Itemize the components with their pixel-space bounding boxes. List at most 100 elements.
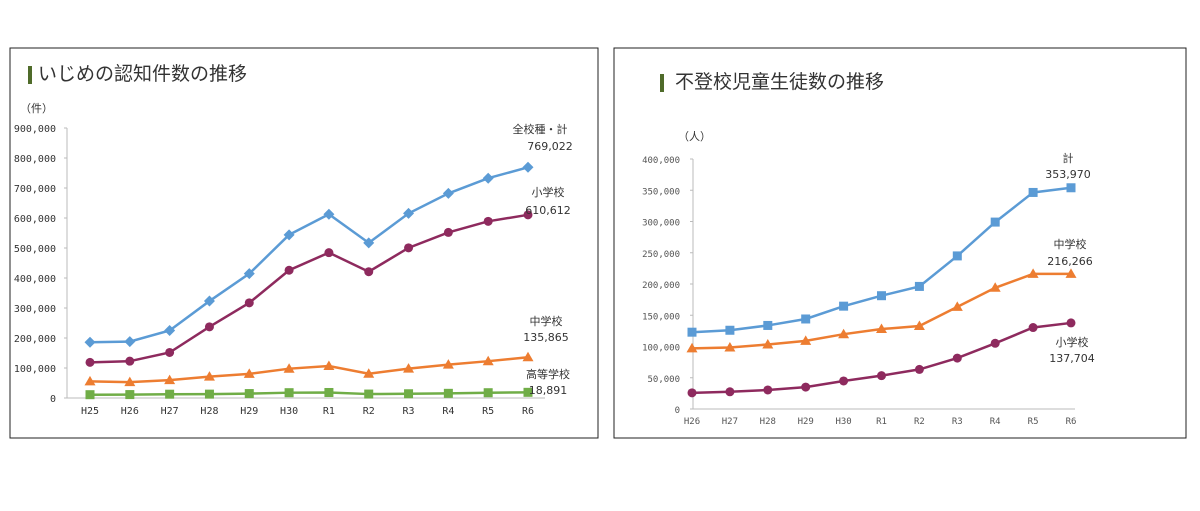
data-point <box>403 363 415 373</box>
data-point <box>165 347 175 357</box>
data-point <box>283 229 295 241</box>
data-point <box>523 210 533 220</box>
x-tick-label: R2 <box>914 417 925 427</box>
x-tick-label: H26 <box>684 417 700 427</box>
series-3: 小学校 137,704 <box>687 318 1095 398</box>
data-point <box>164 374 176 385</box>
series-name-label: 中学校 <box>1054 237 1087 251</box>
data-point <box>442 187 454 199</box>
chart-title: 不登校児童生徒数の推移 <box>675 71 884 93</box>
y-tick-label: 350,000 <box>642 187 680 197</box>
data-point <box>686 342 698 353</box>
data-point <box>443 388 453 398</box>
data-point <box>243 268 255 280</box>
y-tick-label: 50,000 <box>647 375 680 385</box>
data-point <box>839 376 849 386</box>
series-line <box>89 391 529 396</box>
data-point <box>687 327 697 337</box>
series-name-label: 中学校 <box>530 314 563 328</box>
x-tick-label: H29 <box>240 406 258 417</box>
y-tick-label: 100,000 <box>14 364 56 375</box>
x-tick-label: H25 <box>81 406 99 417</box>
data-point <box>725 325 735 335</box>
x-tick-label: R6 <box>522 406 534 417</box>
series-4: 高等学校 18,891 <box>85 367 570 400</box>
data-point <box>724 341 736 352</box>
data-point <box>85 357 95 367</box>
y-tick-label: 500,000 <box>14 244 56 255</box>
data-point <box>84 336 96 348</box>
data-point <box>85 390 95 400</box>
series-name-label: 小学校 <box>532 185 565 199</box>
chart-title: いじめの認知件数の推移 <box>38 63 247 85</box>
x-tick-label: R4 <box>442 406 454 417</box>
series-value-label: 610,612 <box>525 204 571 217</box>
y-tick-label: 600,000 <box>14 214 56 225</box>
y-tick-label: 400,000 <box>14 274 56 285</box>
series-value-label: 216,266 <box>1047 255 1093 268</box>
series-value-label: 769,022 <box>527 140 573 153</box>
data-point <box>877 371 886 381</box>
y-tick-label: 100,000 <box>642 344 680 354</box>
data-point <box>951 301 963 311</box>
data-point <box>364 267 374 277</box>
y-tick-label: 900,000 <box>14 124 56 135</box>
series-name-label: 小学校 <box>1056 335 1089 349</box>
y-tick-label: 0 <box>50 394 56 405</box>
series-3: 中学校 135,865 <box>84 314 569 387</box>
y-tick-label: 0 <box>675 406 680 416</box>
x-tick-label: R5 <box>482 406 494 417</box>
data-point <box>1028 187 1038 197</box>
data-point <box>443 227 453 237</box>
data-point <box>1066 183 1076 193</box>
data-point <box>483 216 493 226</box>
data-point <box>914 281 924 291</box>
data-point <box>404 389 414 399</box>
y-tick-label: 800,000 <box>14 154 56 165</box>
x-tick-label: H30 <box>280 406 298 417</box>
y-tick-label: 200,000 <box>14 334 56 345</box>
data-point <box>839 301 849 311</box>
y-tick-label: 150,000 <box>642 312 680 322</box>
series-name-label: 高等学校 <box>526 367 570 381</box>
x-tick-label: R3 <box>403 406 415 417</box>
data-point <box>523 387 533 397</box>
data-point <box>203 371 215 381</box>
series-line <box>89 166 529 344</box>
data-point <box>203 295 215 307</box>
data-point <box>952 251 962 261</box>
data-point <box>877 291 886 301</box>
data-point <box>323 360 335 371</box>
data-point <box>165 389 175 399</box>
x-tick-label: H30 <box>835 417 851 427</box>
data-point <box>762 338 774 349</box>
series-2: 小学校 610,612 <box>85 185 571 367</box>
x-tick-label: H28 <box>200 406 218 417</box>
series-line <box>89 355 529 384</box>
data-point <box>522 351 534 362</box>
data-point <box>363 237 375 249</box>
data-point <box>838 328 850 339</box>
data-point <box>284 388 294 398</box>
data-point <box>403 207 415 219</box>
series-line <box>89 213 529 364</box>
series-name-label: 計 <box>1063 151 1074 165</box>
data-point <box>952 353 962 363</box>
data-point <box>244 298 254 308</box>
data-point <box>124 336 136 348</box>
x-tick-label: R2 <box>363 406 375 417</box>
y-tick-label: 700,000 <box>14 184 56 195</box>
data-point <box>404 243 414 253</box>
y-tick-label: 250,000 <box>642 250 680 260</box>
x-tick-label: R1 <box>876 417 887 427</box>
data-point <box>990 217 1000 227</box>
y-tick-label: 400,000 <box>642 156 680 166</box>
data-point <box>800 335 812 345</box>
data-point <box>483 388 493 398</box>
series-value-label: 135,865 <box>523 331 569 344</box>
data-point <box>1028 323 1038 333</box>
data-point <box>725 387 735 397</box>
series-value-label: 353,970 <box>1045 168 1091 181</box>
title-bar-marker <box>660 74 664 92</box>
